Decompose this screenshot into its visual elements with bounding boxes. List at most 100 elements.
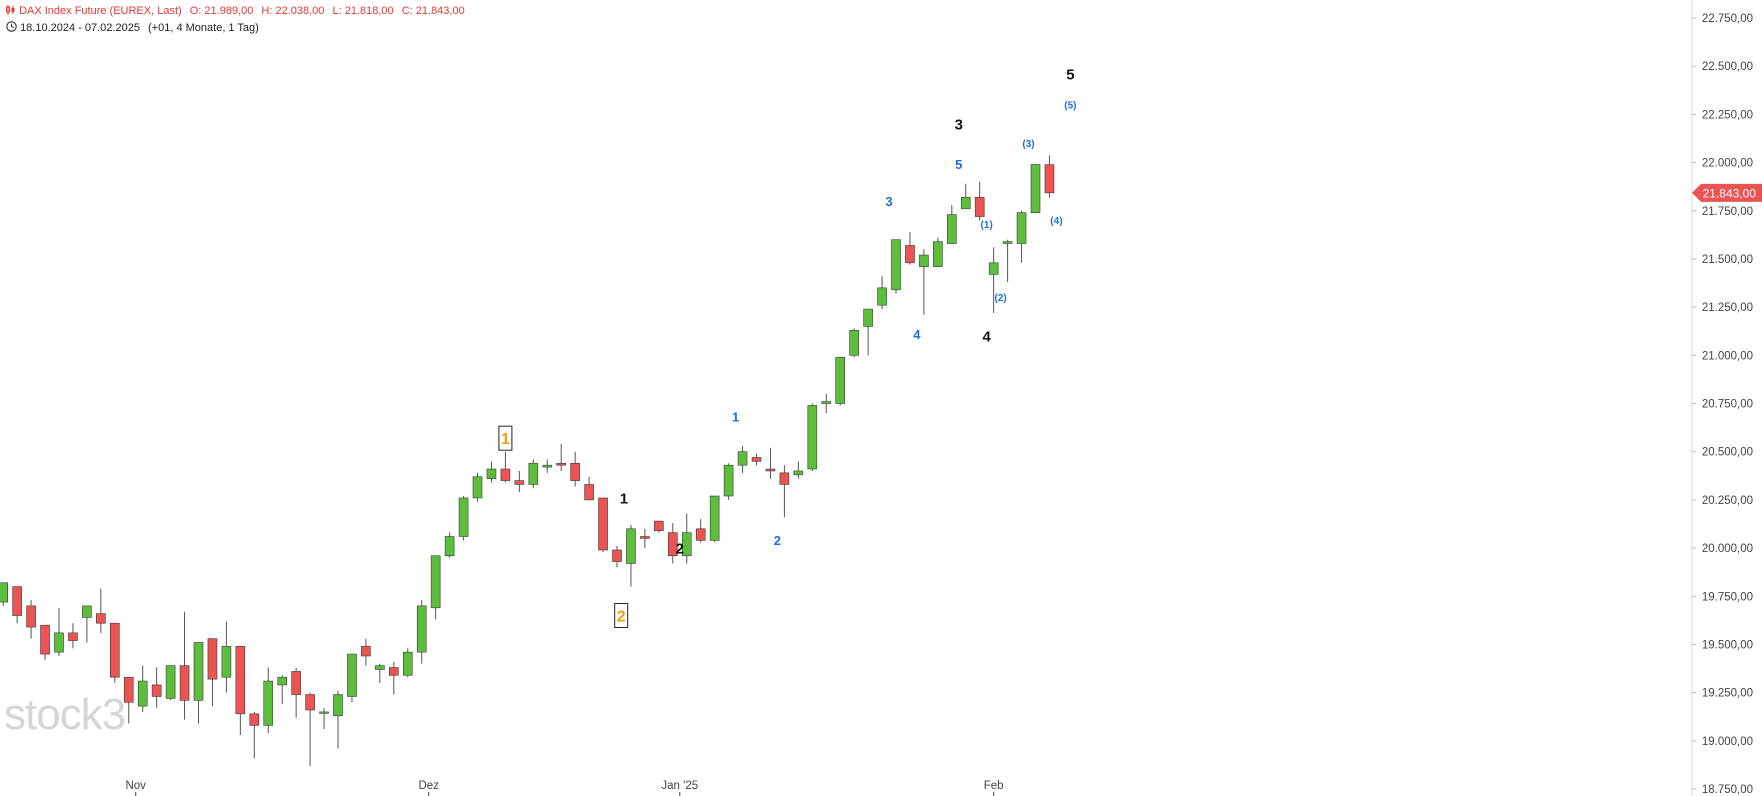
candle-up: [891, 239, 901, 291]
y-tick-label: 22.250,00: [1702, 109, 1753, 121]
period-info: (+01, 4 Monate, 1 Tag): [148, 22, 259, 34]
candle-up: [919, 254, 929, 267]
candle-up: [263, 680, 274, 726]
candle-up: [333, 694, 343, 717]
y-tick-label: 19.000,00: [1702, 736, 1753, 748]
wave-label: 1: [620, 490, 628, 507]
watermark-logo: stock3: [4, 690, 126, 739]
wave-label: 4: [983, 328, 992, 345]
candle-down: [96, 613, 106, 624]
y-tick-label: 20.250,00: [1702, 495, 1753, 507]
date-range[interactable]: 18.10.2024 - 07.02.2025: [20, 22, 140, 34]
y-tick-label: 22.500,00: [1702, 61, 1753, 73]
candle-down: [514, 480, 525, 485]
candle-down: [779, 472, 790, 485]
wave-label: 5: [1066, 66, 1074, 83]
candle-up: [277, 676, 288, 686]
y-tick-label: 18.750,00: [1702, 784, 1753, 796]
candle-down: [500, 468, 511, 481]
y-tick-label: 21.250,00: [1702, 302, 1753, 314]
candle-up: [835, 356, 846, 404]
instrument-title[interactable]: DAX Index Future (EUREX, Last): [19, 5, 182, 17]
candle-up: [1002, 241, 1013, 244]
candle-up: [402, 651, 413, 676]
candle-up: [416, 605, 427, 653]
candle-up: [709, 495, 720, 541]
candle-down: [654, 520, 664, 532]
candle-up: [0, 582, 9, 603]
candle-down: [667, 532, 678, 557]
candle-up: [933, 241, 943, 267]
candle-down: [765, 468, 776, 472]
y-tick-label: 22.750,00: [1702, 13, 1753, 25]
candle-down: [305, 694, 315, 711]
candle-down: [291, 671, 301, 695]
candle-down: [598, 497, 608, 551]
wave-label: 4: [913, 327, 921, 342]
candle-down: [695, 528, 706, 541]
y-tick-label: 20.750,00: [1702, 399, 1753, 411]
candle-up: [347, 653, 357, 697]
candle-down: [640, 536, 650, 539]
candle-down: [207, 638, 218, 680]
x-tick-label: Jan '25: [661, 780, 698, 792]
candle-up: [444, 536, 455, 557]
candle-down: [110, 622, 120, 678]
wave-label: 2: [774, 533, 781, 548]
last-price-tag: [1692, 183, 1762, 202]
candle-up: [528, 462, 539, 485]
candle-down: [905, 245, 915, 264]
wave-label: 5: [955, 157, 962, 172]
candle-up: [988, 262, 999, 275]
candle-up: [1016, 212, 1027, 244]
candle-up: [863, 308, 873, 327]
x-tick-label: Nov: [125, 780, 146, 792]
y-tick-label: 19.500,00: [1702, 639, 1753, 651]
y-tick-label: 20.500,00: [1702, 447, 1753, 459]
candle-down: [388, 667, 399, 676]
y-tick-label: 19.750,00: [1702, 591, 1753, 603]
candle-up: [430, 555, 441, 609]
x-tick-label: Dez: [418, 780, 439, 792]
candle-up: [723, 464, 734, 497]
candle-down: [179, 665, 190, 701]
candle-down: [235, 646, 246, 715]
candle-up: [821, 401, 832, 404]
low-value: L: 21.818,00: [332, 5, 394, 17]
wave-label: 1: [501, 431, 510, 448]
candle-down: [612, 549, 622, 562]
wave-label: (1): [981, 220, 993, 231]
candle-up: [472, 476, 483, 499]
candle-up: [165, 665, 176, 699]
candle-up: [737, 451, 748, 466]
candle-down: [68, 632, 78, 641]
candle-up: [221, 646, 232, 678]
wave-label: (5): [1064, 100, 1076, 111]
candle-down: [249, 713, 260, 726]
candle-down: [123, 676, 134, 703]
wave-label: (3): [1022, 139, 1034, 150]
candle-down: [974, 196, 985, 217]
candle-up: [807, 405, 818, 470]
y-tick-label: 21.750,00: [1702, 206, 1753, 218]
candle-down: [584, 484, 594, 501]
open-value: O: 21.989,00: [189, 5, 254, 17]
candle-up: [793, 470, 804, 476]
candle-up: [626, 528, 636, 564]
y-tick-label: 22.000,00: [1702, 158, 1753, 170]
wave-label: 1: [732, 410, 739, 425]
candle-up: [458, 497, 469, 537]
candle-up: [849, 329, 859, 356]
candle-down: [1044, 164, 1055, 194]
y-tick-label: 20.000,00: [1702, 543, 1753, 555]
candle-down: [26, 605, 36, 628]
candle-up: [319, 711, 329, 714]
candle-down: [361, 646, 371, 657]
wave-label: (4): [1050, 216, 1062, 227]
wave-label-box: [614, 603, 629, 629]
wave-label: 2: [617, 608, 626, 625]
y-tick-label: 19.250,00: [1702, 688, 1753, 700]
candle-up: [82, 605, 92, 618]
candle-down: [151, 684, 162, 697]
